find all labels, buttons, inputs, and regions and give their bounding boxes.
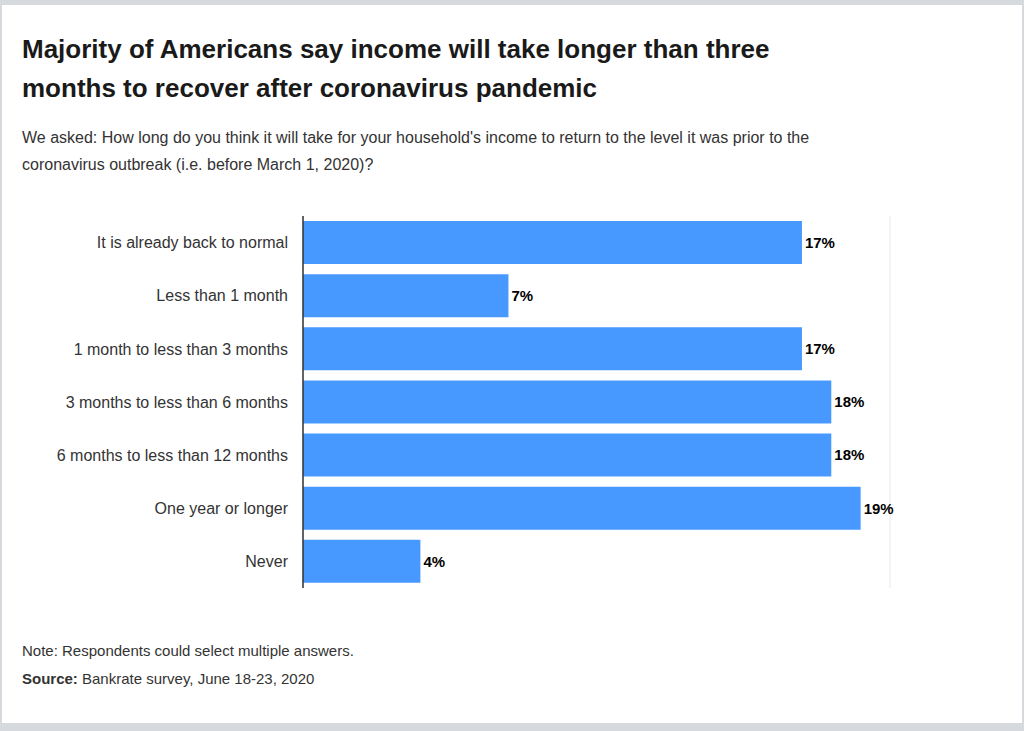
svg-text:Never: Never [245, 553, 288, 570]
svg-text:6 months to less than 12 month: 6 months to less than 12 months [57, 447, 288, 464]
html-text:Majority of Americans say inco: Majority of Americans say income will ta… [22, 34, 770, 103]
svg-text:18%: 18% [834, 446, 864, 463]
svg-text:1 month to less than 3 months: 1 month to less than 3 months [74, 341, 288, 358]
svg-text:One year or longer: One year or longer [155, 500, 289, 517]
svg-text:Less than 1 month: Less than 1 month [156, 287, 288, 304]
html-text:We asked: How long do you thin: We asked: How long do you think it will … [22, 129, 810, 173]
svg-text:4%: 4% [423, 553, 445, 570]
html-text:Source: Bankrate survey, June: Source: Bankrate survey, June 18-23, 202… [22, 670, 315, 687]
html-text:Note: Respondents could select: Note: Respondents could select multiple … [22, 642, 354, 659]
svg-text:7%: 7% [511, 287, 533, 304]
svg-text:18%: 18% [834, 393, 864, 410]
svg-text:17%: 17% [805, 340, 835, 357]
svg-text:It is already back to normal: It is already back to normal [97, 234, 288, 251]
svg-text:17%: 17% [805, 234, 835, 251]
svg-text:19%: 19% [864, 500, 894, 517]
svg-text:3 months to less than 6 months: 3 months to less than 6 months [66, 394, 288, 411]
